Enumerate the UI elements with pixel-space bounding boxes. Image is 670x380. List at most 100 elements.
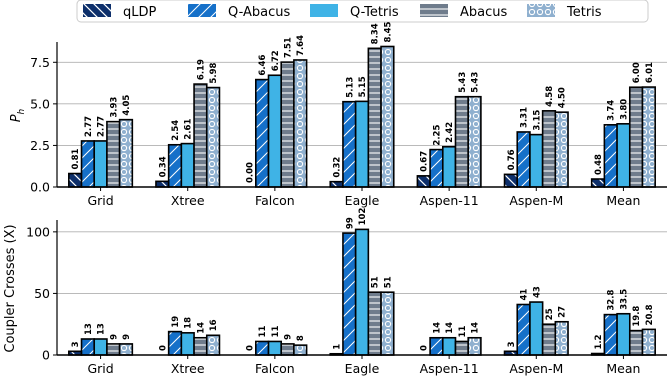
bar-Q-Tetris <box>354 100 370 188</box>
y-tick-label: 2.5 <box>30 138 50 153</box>
bar-qLDP <box>329 180 344 188</box>
data-label: 2.54 <box>171 120 181 141</box>
bar-Abacus <box>628 86 644 188</box>
data-label: 6.19 <box>196 59 206 80</box>
data-label: 3.15 <box>532 110 542 131</box>
data-label: 41 <box>520 289 530 301</box>
data-label: 0 <box>245 345 255 351</box>
x-tick-label: Falcon <box>255 193 295 208</box>
x-tick-label: Grid <box>87 193 113 208</box>
legend-label: Abacus <box>460 5 507 20</box>
bar-qLDP <box>590 178 606 188</box>
data-label: 2.77 <box>97 116 107 137</box>
bar-Abacus <box>106 120 121 188</box>
bar-Q-Tetris <box>441 336 457 356</box>
data-label: 33.5 <box>619 289 629 310</box>
y-axis-label: Ph <box>9 108 27 122</box>
bar-Q-Abacus <box>167 330 183 356</box>
data-label: 5.13 <box>345 77 355 98</box>
y-tick-label: 0 <box>42 348 50 363</box>
data-label: 19.8 <box>632 306 642 327</box>
bar-Tetris <box>380 45 395 188</box>
data-label: 3.93 <box>109 97 119 118</box>
data-label: 18 <box>184 317 194 329</box>
legend-item: Tetris <box>527 4 602 20</box>
legend-frame <box>76 0 649 23</box>
data-label: 3.80 <box>619 99 629 120</box>
y-tick-label: 7.5 <box>30 55 50 70</box>
data-label: 14 <box>196 322 206 334</box>
data-label: 13 <box>97 323 107 335</box>
data-label: 25 <box>545 308 555 320</box>
bar-Tetris <box>205 86 221 188</box>
data-label: 43 <box>532 286 542 298</box>
bar-Q-Tetris <box>616 312 631 356</box>
data-label: 2.42 <box>445 122 455 143</box>
data-label: 5.98 <box>209 63 219 84</box>
data-label: 13 <box>84 323 94 335</box>
bar-Q-Abacus <box>255 340 270 356</box>
x-tick-label: Falcon <box>255 361 295 376</box>
bar-Tetris <box>293 344 308 356</box>
data-label: 0.48 <box>594 154 604 175</box>
data-label: 5.15 <box>358 76 368 97</box>
bar-Tetris <box>118 118 134 188</box>
x-tick-label: Xtree <box>171 193 205 208</box>
data-label: 99 <box>345 217 355 229</box>
data-label: 2.61 <box>184 119 194 140</box>
bar-Q-Abacus <box>429 148 444 188</box>
data-label: 9 <box>284 334 294 340</box>
bar-Q-Tetris <box>354 228 370 356</box>
bar-Q-Tetris <box>93 338 108 356</box>
data-label: 0.81 <box>71 148 81 169</box>
bar-Abacus <box>367 47 382 188</box>
bar-qLDP <box>155 180 170 188</box>
x-tick-label: Aspen-M <box>509 361 563 376</box>
data-label: 14 <box>432 322 442 334</box>
data-label: 7.51 <box>284 37 294 58</box>
data-label: 32.8 <box>607 290 617 311</box>
bar-Abacus <box>193 83 208 188</box>
data-label: 51 <box>371 276 381 288</box>
legend-label: Q-Abacus <box>228 5 290 20</box>
data-label: 11 <box>271 326 281 338</box>
x-tick-label: Grid <box>87 361 113 376</box>
legend-item: Abacus <box>420 4 507 20</box>
data-label: 102 <box>358 208 368 226</box>
bar-Abacus <box>367 291 382 356</box>
bar-Tetris <box>641 328 656 356</box>
data-label: 0.76 <box>507 149 517 170</box>
legend-item: qLDP <box>83 4 157 20</box>
bar-Abacus <box>280 61 295 188</box>
data-label: 16 <box>209 319 219 331</box>
data-label: 14 <box>445 322 455 334</box>
data-label: 0 <box>420 345 430 351</box>
data-label: 3 <box>507 341 517 347</box>
bar-Abacus <box>454 340 469 356</box>
y-tick-label: 100 <box>26 224 50 239</box>
data-label: 1.2 <box>594 334 604 349</box>
data-label: 5.43 <box>471 72 481 93</box>
data-label: 11 <box>258 326 268 338</box>
data-label: 7.64 <box>296 35 306 56</box>
bar-Q-Tetris <box>267 340 283 356</box>
bar-qLDP <box>68 172 83 188</box>
data-label: 6.00 <box>632 62 642 83</box>
bar-Q-Tetris <box>180 142 195 188</box>
x-tick-label: Eagle <box>345 193 380 208</box>
bar-Tetris <box>380 291 395 356</box>
legend-label: Tetris <box>566 5 602 20</box>
bar-Q-Tetris <box>529 133 544 188</box>
legend: qLDP Q-Abacus Q-Tetris Abacus Tetris <box>76 0 649 23</box>
data-label: 11 <box>458 326 468 338</box>
legend-item: Q-Tetris <box>310 4 399 20</box>
data-label: 3.31 <box>520 107 530 128</box>
bar-Tetris <box>293 59 308 188</box>
bar-Q-Abacus <box>80 140 96 188</box>
bar-Q-Abacus <box>342 100 357 188</box>
data-label: 20.8 <box>645 304 655 325</box>
data-label: 51 <box>383 276 393 288</box>
bar-Abacus <box>454 95 469 188</box>
bar-Q-Tetris <box>529 301 544 356</box>
